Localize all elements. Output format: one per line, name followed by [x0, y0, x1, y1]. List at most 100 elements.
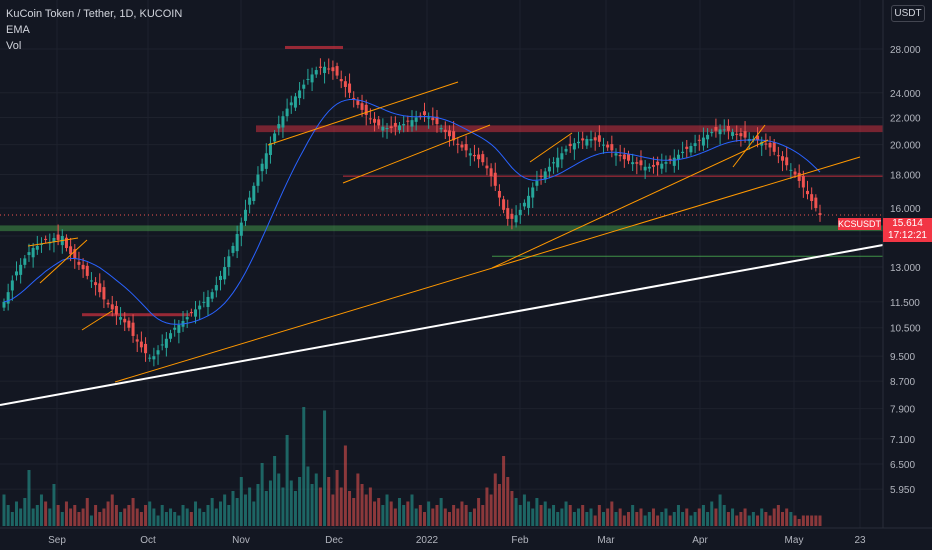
volume-bar — [760, 508, 764, 526]
candle-body — [173, 327, 177, 330]
candle-body — [327, 68, 331, 70]
long-term-trendline[interactable] — [0, 244, 884, 406]
volume-bar — [622, 515, 626, 526]
candle-body — [814, 197, 818, 209]
volume-bar — [252, 501, 256, 526]
candle-body — [389, 126, 393, 129]
volume-indicator-label[interactable]: Vol — [6, 40, 22, 52]
currency-selector[interactable]: USDT — [891, 5, 925, 22]
y-tick-label: 5.950 — [890, 485, 915, 496]
resistance-zone — [256, 125, 883, 133]
volume-bar — [127, 505, 131, 526]
candle-body — [198, 305, 202, 310]
candle-body — [647, 166, 651, 169]
volume-bar — [98, 512, 102, 526]
last-price-label: 15.614 17:12:21 — [883, 218, 932, 242]
volume-bar — [110, 494, 114, 526]
channel-line-lower[interactable] — [342, 124, 491, 184]
candle-body — [260, 163, 264, 172]
candle-body — [589, 138, 593, 141]
volume-bar — [564, 501, 568, 526]
candle-body — [806, 190, 810, 195]
y-tick-label: 10.500 — [890, 324, 921, 335]
volume-bar — [206, 505, 210, 526]
volume-bar — [452, 505, 456, 526]
candle-body — [714, 127, 718, 131]
volume-bar — [260, 463, 264, 526]
candle-body — [264, 153, 268, 169]
candle-body — [518, 209, 522, 216]
candle-body — [602, 144, 606, 146]
volume-bar — [210, 498, 214, 526]
candle-body — [69, 246, 73, 255]
volume-bar — [797, 519, 801, 526]
volume-bar — [581, 505, 585, 526]
volume-bar — [227, 505, 231, 526]
candle-body — [289, 102, 293, 106]
ema-line — [3, 99, 821, 325]
volume-bar — [131, 498, 135, 526]
volume-bar — [431, 508, 435, 526]
candle-body — [356, 100, 360, 105]
candle-body — [672, 157, 676, 166]
candle-body — [252, 185, 256, 201]
candle-body — [56, 234, 60, 240]
flag-line[interactable] — [81, 310, 113, 331]
triangle-line-b[interactable] — [39, 239, 88, 284]
candle-body — [231, 245, 235, 253]
candle-body — [472, 154, 476, 157]
symbol-title[interactable]: KuCoin Token / Tether, 1D, KUCOIN — [6, 8, 183, 20]
volume-bar — [568, 505, 572, 526]
candle-body — [335, 66, 339, 76]
volume-bar — [27, 470, 31, 526]
volume-bar — [485, 487, 489, 526]
candle-body — [373, 118, 377, 123]
volume-bar — [518, 505, 522, 526]
volume-bar — [385, 494, 389, 526]
flag-line-feb[interactable] — [529, 132, 573, 163]
volume-bar — [756, 515, 760, 526]
volume-bar — [293, 491, 297, 526]
volume-bar — [323, 410, 327, 526]
candle-body — [177, 325, 181, 333]
orange-trendline-rising[interactable] — [491, 139, 769, 269]
volume-bar — [189, 512, 193, 526]
orange-trendline-main[interactable] — [114, 156, 861, 383]
volume-bar — [535, 498, 539, 526]
volume-bar — [447, 512, 451, 526]
candle-body — [210, 292, 214, 299]
volume-bar — [443, 508, 447, 526]
volume-bar — [585, 512, 589, 526]
volume-bar — [801, 515, 805, 526]
candle-body — [314, 70, 318, 75]
volume-bar — [418, 505, 422, 526]
x-tick-label: Sep — [48, 535, 66, 546]
channel-line-upper[interactable] — [267, 81, 459, 146]
volume-bar — [726, 512, 730, 526]
candle-body — [502, 199, 506, 210]
candle-body — [572, 143, 576, 150]
x-tick-label: 2022 — [416, 535, 439, 546]
resistance-zone-low — [82, 313, 190, 317]
volume-bar — [6, 505, 10, 526]
volume-bar — [377, 498, 381, 526]
candle-body — [435, 116, 439, 125]
candle-body — [493, 172, 497, 186]
candle-body — [160, 344, 164, 346]
flag-line-apr[interactable] — [732, 124, 766, 168]
triangle-line-a[interactable] — [27, 237, 79, 247]
volume-bar — [235, 498, 239, 526]
candle-body — [139, 341, 143, 348]
candle-body — [339, 79, 343, 82]
volume-bar — [614, 512, 618, 526]
volume-bar — [714, 508, 718, 526]
volume-bar — [776, 505, 780, 526]
volume-bar — [651, 508, 655, 526]
candle-body — [243, 209, 247, 221]
volume-bar — [735, 515, 739, 526]
volume-bar — [298, 477, 302, 526]
ema-indicator-label[interactable]: EMA — [6, 24, 30, 36]
candle-body — [681, 151, 685, 154]
candle-body — [239, 222, 243, 236]
